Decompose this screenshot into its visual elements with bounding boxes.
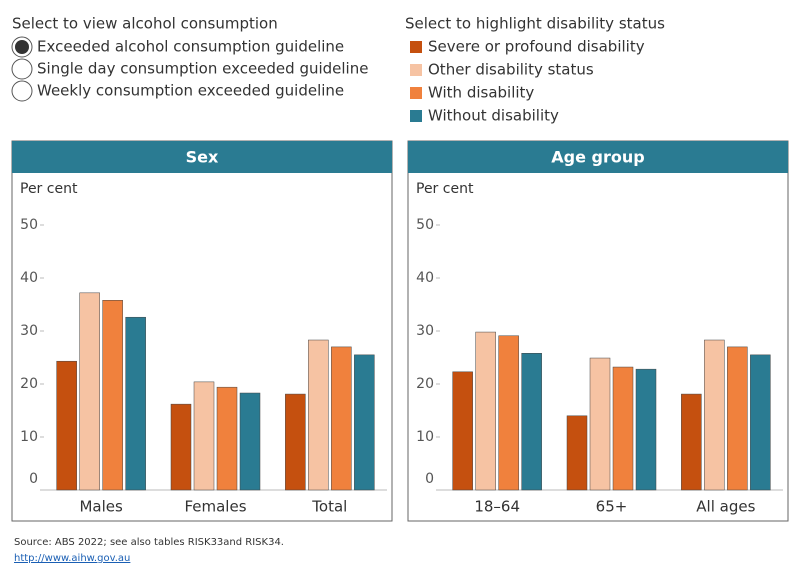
- bar[interactable]: [79, 292, 100, 491]
- bar[interactable]: [239, 392, 261, 491]
- legend-label[interactable]: Other disability status: [428, 61, 594, 79]
- y-tick-label: 10: [20, 429, 38, 445]
- x-tick-label: Females: [184, 498, 246, 516]
- y-tick-label: 0: [29, 471, 38, 487]
- panel-header: [12, 141, 392, 173]
- bar[interactable]: [354, 354, 375, 491]
- y-tick-label: 40: [416, 270, 434, 286]
- bar[interactable]: [727, 346, 748, 491]
- y-tick-label: 0: [425, 471, 434, 487]
- x-tick-label: 65+: [596, 498, 628, 516]
- legend-swatch[interactable]: [410, 110, 422, 122]
- bar[interactable]: [475, 331, 496, 491]
- bar[interactable]: [331, 346, 352, 491]
- legend-label[interactable]: Without disability: [428, 107, 559, 125]
- panel-title: Sex: [186, 148, 219, 167]
- y-tick-label: 20: [416, 376, 434, 392]
- y-tick-label: 40: [20, 270, 38, 286]
- bar[interactable]: [125, 316, 146, 491]
- bar[interactable]: [216, 386, 238, 491]
- source: Source: ABS 2022; see also tables RISK33…: [14, 537, 284, 548]
- legend-label[interactable]: Severe or profound disability: [428, 38, 645, 56]
- bar[interactable]: [193, 381, 215, 491]
- y-tick-label: 10: [416, 429, 434, 445]
- bar[interactable]: [56, 360, 77, 491]
- panel-header: [408, 141, 788, 173]
- y-tick-label: 20: [20, 376, 38, 392]
- bar[interactable]: [170, 403, 192, 491]
- legend-swatch[interactable]: [410, 87, 422, 99]
- radio-button[interactable]: [11, 58, 33, 80]
- bar[interactable]: [566, 415, 588, 491]
- y-tick-label: 30: [20, 323, 38, 339]
- radio-title: Select to view alcohol consumption: [12, 15, 278, 33]
- bar[interactable]: [681, 393, 702, 491]
- bar[interactable]: [750, 354, 771, 491]
- y-tick-label: 50: [416, 217, 434, 233]
- panel-title: Age group: [551, 148, 644, 167]
- legend-title: Select to highlight disability status: [405, 15, 665, 33]
- bar[interactable]: [704, 339, 725, 491]
- bar[interactable]: [589, 357, 611, 491]
- radio-label[interactable]: Single day consumption exceeded guidelin…: [37, 60, 368, 78]
- bar[interactable]: [452, 371, 473, 491]
- radio-button[interactable]: [11, 80, 33, 102]
- bar[interactable]: [635, 368, 657, 491]
- y-tick-label: 30: [416, 323, 434, 339]
- legend-label[interactable]: With disability: [428, 84, 534, 102]
- x-tick-label: 18–64: [474, 498, 520, 516]
- bar[interactable]: [308, 339, 329, 491]
- bar[interactable]: [285, 393, 306, 491]
- radio-label[interactable]: Weekly consumption exceeded guideline: [37, 82, 344, 100]
- x-tick-label: Males: [79, 498, 123, 516]
- bar[interactable]: [521, 353, 542, 491]
- x-tick-label: All ages: [696, 498, 755, 516]
- x-tick-label: Total: [311, 498, 347, 516]
- y-tick-label: 50: [20, 217, 38, 233]
- link[interactable]: http://www.aihw.gov.au: [14, 553, 130, 564]
- bar[interactable]: [498, 335, 519, 491]
- bar[interactable]: [612, 366, 634, 491]
- y-axis-label: Per cent: [416, 181, 474, 197]
- radio-label[interactable]: Exceeded alcohol consumption guideline: [37, 38, 344, 56]
- bar[interactable]: [102, 300, 123, 491]
- radio-dot: [15, 40, 29, 54]
- y-axis-label: Per cent: [20, 181, 78, 197]
- legend-swatch[interactable]: [410, 64, 422, 76]
- legend-swatch[interactable]: [410, 41, 422, 53]
